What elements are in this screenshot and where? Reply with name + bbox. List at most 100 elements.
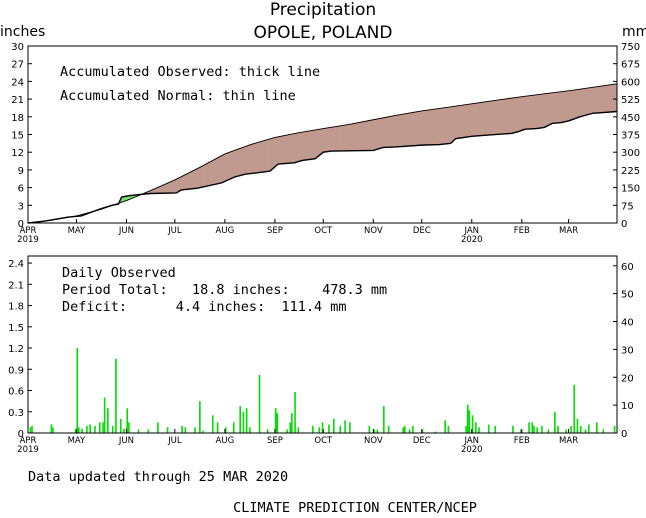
daily-bar [194, 427, 196, 433]
right-y-tick-label: 10 [621, 401, 634, 412]
left-y-tick-label: 6 [18, 184, 24, 195]
month-tick-label: AUG [216, 436, 235, 446]
right-y-tick-label: 75 [621, 201, 634, 212]
month-tick-label: JUL [167, 436, 182, 446]
daily-bar [318, 427, 321, 433]
daily-bar [512, 425, 514, 433]
daily-bar [333, 418, 335, 433]
month-tick-label: SEP [267, 226, 283, 236]
daily-bar [570, 425, 572, 433]
right-y-tick-label: 60 [621, 262, 634, 273]
left-y-tick-label: 15 [11, 131, 24, 142]
right-y-tick-label: 375 [621, 131, 640, 142]
daily-bar [199, 401, 201, 433]
daily-bar [31, 425, 33, 433]
left-y-tick-label: 21 [11, 95, 24, 106]
right-y-tick-label: 30 [621, 345, 634, 356]
month-tick-label: MAY [68, 436, 86, 446]
daily-bar [81, 428, 83, 433]
month-tick-label: DEC [413, 226, 431, 236]
daily-bar [596, 422, 598, 433]
daily-bar [123, 428, 125, 433]
daily-bar [29, 427, 32, 433]
right-y-tick-label: 20 [621, 373, 634, 384]
right-y-tick-label: 225 [621, 166, 640, 177]
credit-label: CLIMATE PREDICTION CENTER/NCEP [233, 500, 477, 516]
left-unit-label: inches [0, 24, 45, 40]
daily-bar [245, 408, 248, 433]
daily-bar [376, 429, 379, 433]
daily-bar [76, 348, 79, 433]
legend-normal-note: Accumulated Normal: thin line [60, 88, 296, 104]
daily-bar [471, 415, 474, 433]
daily-bar [536, 427, 538, 433]
daily-bar [115, 358, 117, 433]
daily-bar [404, 425, 406, 433]
right-y-tick-label: 450 [621, 113, 640, 124]
daily-bar [468, 410, 471, 433]
daily-bar [557, 425, 559, 433]
daily-bar [587, 424, 590, 433]
daily-bar [541, 425, 543, 433]
daily-panel: 0 0.3 0.6 0.9 1.2 1.5 1.8 2.1 2.4 0 10 20 30 40 50 60 AP… [8, 255, 634, 455]
daily-bar [447, 425, 450, 433]
daily-bar [349, 422, 351, 433]
month-tick-label: FEB [514, 226, 530, 236]
daily-bar [487, 424, 490, 433]
daily-bar [613, 425, 616, 433]
daily-bar [202, 430, 204, 433]
year-tick-label: 2019 [17, 445, 39, 455]
month-tick-label: MAY [68, 226, 86, 236]
right-y-tick-label: 0 [621, 429, 627, 440]
daily-bar [579, 425, 582, 433]
month-tick-label: JAN [464, 226, 480, 236]
daily-bar [466, 404, 469, 433]
month-tick-label: DEC [413, 436, 431, 446]
daily-bar [126, 408, 129, 433]
daily-frame [27, 255, 618, 434]
month-tick-label: MAR [559, 226, 578, 236]
data-updated-label: Data updated through 25 MAR 2020 [28, 469, 288, 485]
right-y-tick-label: 750 [621, 42, 640, 53]
daily-bar [297, 427, 300, 433]
daily-bar [119, 418, 122, 433]
daily-bar [494, 425, 496, 433]
daily-bar [444, 420, 446, 433]
daily-bar [107, 408, 109, 433]
daily-bar [289, 422, 292, 433]
daily-bar [434, 431, 437, 433]
daily-bar [258, 374, 261, 433]
daily-bar [383, 406, 385, 433]
month-tick-label: JUN [118, 226, 134, 236]
daily-bar [232, 422, 235, 433]
daily-bar [137, 429, 140, 433]
daily-bar [166, 427, 169, 433]
legend-observed-note: Accumulated Observed: thick line [60, 64, 320, 80]
daily-bar [412, 425, 414, 433]
daily-bar [408, 429, 411, 433]
daily-bar [184, 427, 187, 433]
left-y-tick-label: 30 [11, 42, 24, 53]
right-y-tick-label: 525 [621, 95, 640, 106]
daily-bar [387, 425, 390, 433]
daily-bar [520, 429, 522, 433]
daily-bar [321, 422, 324, 433]
daily-bar [224, 427, 227, 433]
daily-bar [276, 413, 279, 433]
left-y-tick-label: 3 [18, 201, 24, 212]
daily-bar [565, 429, 567, 433]
daily-observed-label: Daily Observed [62, 265, 176, 281]
left-y-tick-label: 2.1 [8, 280, 24, 291]
daily-bar [211, 415, 214, 433]
left-y-tick-label: 12 [11, 148, 24, 159]
month-tick-label: JUN [118, 436, 134, 446]
month-tick-label: NOV [364, 226, 383, 236]
left-y-tick-label: 2.4 [8, 259, 24, 270]
daily-bar [421, 429, 424, 433]
month-tick-label: JAN [464, 436, 480, 446]
daily-bar [181, 425, 183, 433]
daily-bar [576, 418, 579, 433]
daily-bar [50, 424, 53, 433]
right-y-tick-label: 600 [621, 77, 640, 88]
